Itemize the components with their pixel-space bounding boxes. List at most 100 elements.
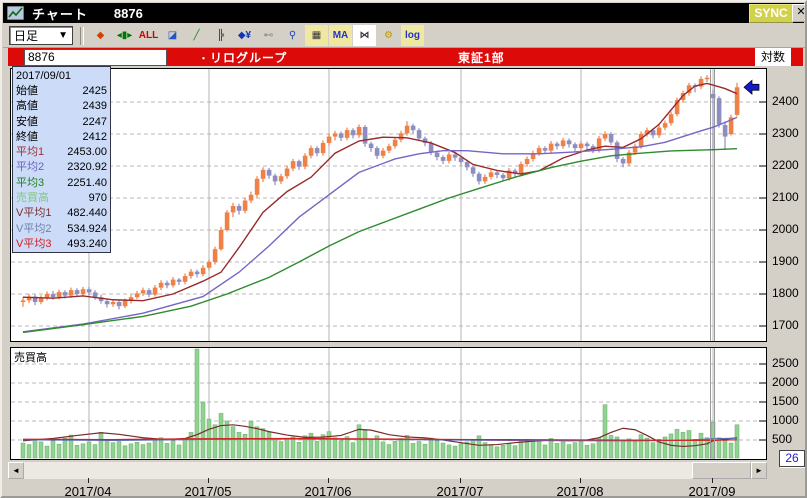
volume-axis-label: 1000 [772,413,799,427]
price-chart-pane[interactable] [10,68,767,342]
x-axis-tick [460,478,461,483]
panel-row-label: V平均2 [16,222,52,235]
window-title: チャート [32,6,88,22]
symbol-code-field[interactable]: 8876 [24,49,167,66]
app-icon [6,5,25,21]
chart-layout-icon[interactable]: ╠ [209,25,232,46]
panel-row-label: 平均1 [16,146,45,159]
panel-row: 売買高 970 [16,191,107,206]
show-all-icon[interactable]: ALL [137,25,160,46]
zoom-icon[interactable]: ⚲ [281,25,304,46]
x-axis: 2017/04 2017/05 2017/06 2017/07 2017/08 2017/… [2,478,805,498]
month-label: 2017/08 [556,484,604,498]
volume-chart-pane[interactable]: 売買高 [10,347,767,460]
panel-row: V平均1 482.440 [16,206,107,221]
volume-axis-label: 500 [772,432,793,446]
price-axis-label: 1700 [772,318,799,332]
title-bar: チャート 8876 SYNC ✕ [3,3,805,23]
latest-price-arrow-icon [743,79,760,96]
period-label: 日足 [14,29,39,43]
panel-row: 始値 2425 [16,84,107,99]
volume-pane-title: 売買高 [14,352,47,364]
toolbar-separator [80,26,84,45]
close-icon[interactable]: ✕ [792,4,805,22]
price-axis-label: 2200 [772,158,799,172]
panel-row-value: 970 [88,192,107,205]
x-axis-tick [580,478,581,483]
x-axis-tick [712,478,713,483]
x-axis-tick [208,478,209,483]
panel-row: 高値 2439 [16,99,107,114]
panel-row-label: 平均2 [16,161,45,174]
price-axis-label: 2300 [772,126,799,140]
month-label: 2017/09 [688,484,736,498]
ma2-line [22,116,738,333]
candles [20,75,740,310]
indicator-settings-icon[interactable]: ▦ [305,25,328,46]
panel-row-label: V平均3 [16,237,52,250]
panel-row: 平均3 2251.40 [16,176,107,191]
panel-row: V平均3 493.240 [16,237,107,252]
panel-row-value: 2320.92 [67,161,107,174]
envelope-icon[interactable]: ⋈ [353,25,376,46]
panel-row: 平均1 2453.00 [16,145,107,160]
chevron-down-icon: ▼ [58,30,68,41]
volume-axis-label: 1500 [772,394,799,408]
market-name: 東証1部 [458,51,505,65]
panel-row-label: 終値 [16,130,38,143]
panel-row-value: 2453.00 [67,146,107,159]
month-label: 2017/06 [304,484,352,498]
panel-row-value: 2425 [82,85,107,97]
sync-button[interactable]: SYNC [749,4,793,23]
info-bar: 8876 ・ リログループ 東証1部 対数 [8,48,803,66]
volume-bars [20,348,740,459]
settings-gears-icon[interactable]: ⚙ [377,25,400,46]
toolbar-icons: ◆ ◂▮▸ ALL ◪ ╱ ╠ ◆¥ ⊷ ⚲ ▦ MA ⋈ ⚙ log [89,25,425,46]
ruler-icon[interactable]: ⊷ [257,25,280,46]
panel-row-label: V平均1 [16,207,52,220]
bar-width-expand-icon[interactable]: ◆ [89,25,112,46]
quote-date: 2017/09/01 [16,70,72,82]
scroll-left-button[interactable]: ◄ [8,462,24,479]
vma2-line [22,437,738,442]
x-axis-tick [328,478,329,483]
panel-row-label: 安値 [16,115,38,128]
panel-row-value: 493.240 [67,237,107,250]
panel-row-value: 2439 [82,100,107,113]
panel-row-label: 高値 [16,100,38,113]
price-axis-label: 1800 [772,286,799,300]
log-scale-label[interactable]: 対数 [755,48,791,66]
period-dropdown[interactable]: 日足 ▼ [9,26,73,45]
panel-row-label: 始値 [16,85,38,97]
panel-row-value: 2251.40 [67,176,107,189]
horizontal-scrollbar[interactable]: ◄ ► [8,462,767,479]
price-axis-label: 1900 [772,254,799,268]
eraser-icon[interactable]: ◪ [161,25,184,46]
month-label: 2017/07 [436,484,484,498]
bars-count-badge: 26 [779,450,805,467]
bar-width-shrink-icon[interactable]: ◂▮▸ [113,25,136,46]
panel-row: 平均2 2320.92 [16,160,107,175]
ma1-line [22,82,738,302]
panel-row-label: 売買高 [16,192,49,205]
trendline-icon[interactable]: ╱ [185,25,208,46]
window-title-code: 8876 [113,5,143,21]
log-scale-icon[interactable]: log [401,25,424,46]
moving-average-icon[interactable]: MA [329,25,352,46]
panel-row: 安値 2247 [16,115,107,130]
price-axis-label: 2400 [772,94,799,108]
month-label: 2017/04 [64,484,112,498]
panel-row-value: 534.924 [67,222,107,235]
info-bullet: ・ [198,53,209,65]
month-label: 2017/05 [184,484,232,498]
panel-row-value: 2412 [82,130,107,143]
scrollbar-thumb[interactable] [692,462,751,479]
x-axis-tick [88,478,89,483]
stock-name: リログループ [210,51,288,65]
panel-row-value: 482.440 [67,207,107,220]
panel-row: 終値 2412 [16,130,107,145]
scroll-right-button[interactable]: ► [751,462,767,479]
price-yen-icon[interactable]: ◆¥ [233,25,256,46]
vma1-line [22,424,738,448]
